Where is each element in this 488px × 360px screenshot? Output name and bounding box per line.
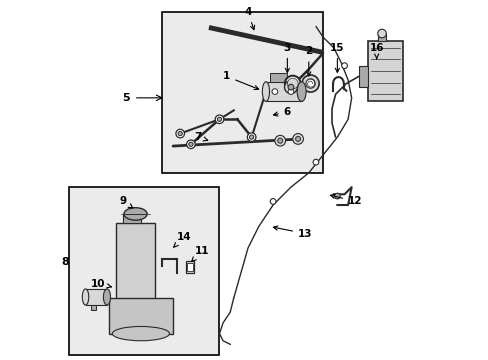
Bar	[269, 73, 287, 82]
Text: 2: 2	[305, 46, 312, 76]
Circle shape	[215, 115, 224, 123]
Text: 8: 8	[61, 257, 69, 267]
Text: 14: 14	[173, 232, 191, 247]
Circle shape	[247, 133, 255, 141]
Bar	[265, 82, 301, 102]
Circle shape	[274, 135, 285, 146]
Circle shape	[277, 138, 282, 143]
Bar	[358, 66, 367, 87]
Ellipse shape	[103, 289, 110, 305]
Text: 4: 4	[244, 7, 254, 30]
Circle shape	[287, 84, 293, 90]
Circle shape	[186, 140, 195, 149]
Text: 15: 15	[329, 43, 344, 72]
Circle shape	[271, 89, 277, 94]
Ellipse shape	[262, 82, 269, 102]
Circle shape	[305, 79, 315, 88]
Bar	[123, 214, 141, 223]
Circle shape	[249, 135, 253, 139]
Circle shape	[188, 142, 193, 147]
Text: 12: 12	[330, 194, 362, 206]
Circle shape	[341, 63, 346, 68]
Bar	[378, 33, 385, 41]
Circle shape	[292, 134, 303, 144]
Bar	[367, 41, 403, 102]
Bar	[85, 289, 107, 305]
Circle shape	[284, 81, 297, 94]
Text: 11: 11	[191, 247, 208, 261]
Circle shape	[302, 75, 319, 92]
Circle shape	[287, 78, 298, 89]
Ellipse shape	[297, 82, 305, 102]
Bar	[91, 305, 96, 310]
Text: 6: 6	[273, 107, 290, 117]
Circle shape	[178, 131, 182, 136]
Bar	[185, 261, 194, 273]
Text: 5: 5	[122, 93, 130, 103]
Circle shape	[295, 136, 300, 141]
Circle shape	[270, 199, 275, 204]
Bar	[186, 263, 193, 271]
Circle shape	[287, 89, 293, 94]
Text: 9: 9	[119, 197, 132, 208]
Bar	[162, 12, 323, 173]
Circle shape	[285, 76, 300, 91]
Circle shape	[217, 117, 221, 121]
Text: 13: 13	[273, 226, 312, 239]
Bar	[69, 187, 219, 355]
Circle shape	[334, 193, 340, 199]
Ellipse shape	[82, 289, 88, 305]
Text: 3: 3	[283, 43, 290, 72]
Bar	[108, 298, 173, 334]
Text: 10: 10	[91, 279, 111, 289]
Circle shape	[377, 29, 386, 38]
Ellipse shape	[123, 208, 147, 220]
Circle shape	[176, 129, 184, 138]
Text: 1: 1	[223, 71, 258, 90]
Bar	[116, 223, 155, 309]
Circle shape	[312, 159, 318, 165]
Ellipse shape	[112, 327, 169, 341]
Text: 7: 7	[194, 132, 207, 142]
Text: 16: 16	[368, 43, 383, 59]
